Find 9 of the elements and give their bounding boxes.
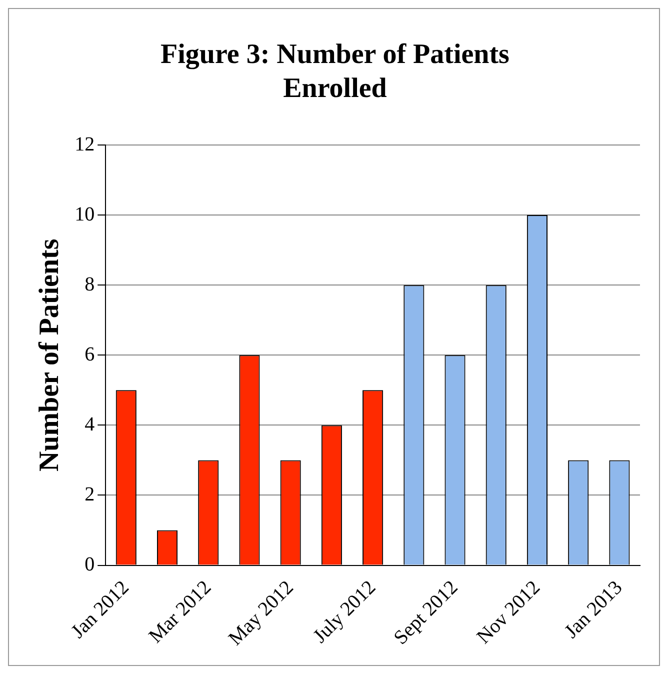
y-tick-label: 2 (84, 483, 95, 506)
y-axis-title: Number of Patients (34, 238, 66, 472)
y-tick-label: 8 (84, 273, 95, 296)
y-tick-label: 4 (84, 413, 95, 436)
y-tick-label: 0 (84, 554, 95, 576)
y-tick-label: 6 (84, 343, 95, 366)
y-tick-label: 12 (74, 133, 95, 156)
y-tick-label: 10 (74, 203, 95, 226)
chart-title: Figure 3: Number of Patients Enrolled (160, 38, 510, 106)
